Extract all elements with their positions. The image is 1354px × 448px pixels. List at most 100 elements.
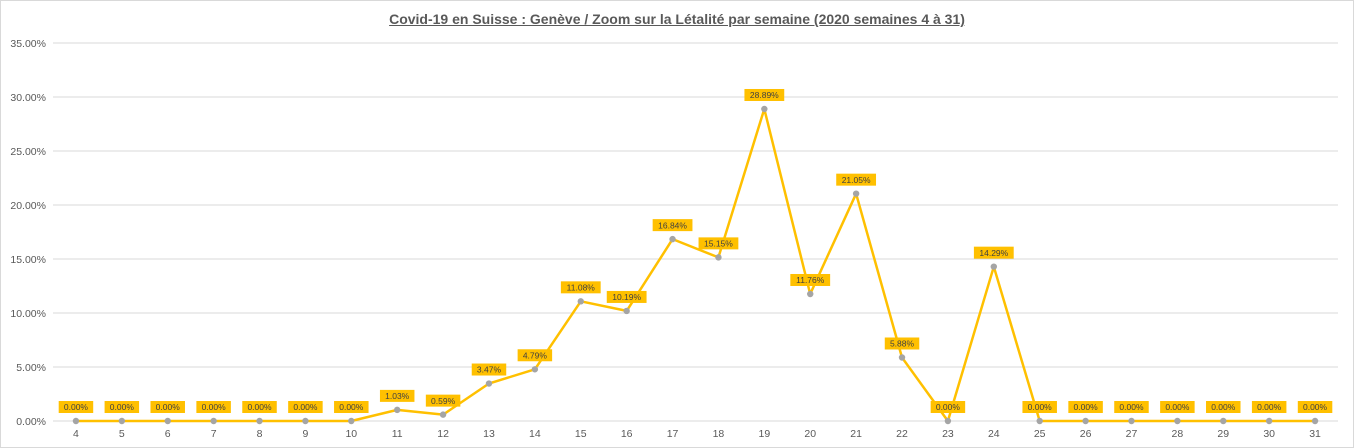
data-label-box [104, 401, 140, 413]
x-tick-label: 26 [1080, 428, 1092, 440]
x-tick-label: 17 [667, 428, 679, 440]
data-point [1265, 417, 1273, 425]
x-tick-label: 30 [1263, 428, 1275, 440]
data-label-text: 0.00% [1303, 402, 1328, 412]
data-label-text: 0.00% [110, 402, 135, 412]
data-point [761, 105, 768, 113]
data-label-box [379, 389, 415, 402]
data-label: 16.84% [652, 219, 693, 232]
x-tick-label: 31 [1309, 428, 1321, 440]
data-label-box [652, 219, 693, 232]
data-label-box [1022, 401, 1057, 413]
x-tick-label: 29 [1217, 428, 1229, 440]
data-label-box [1297, 401, 1333, 413]
data-label-box [58, 401, 94, 413]
data-point [715, 254, 722, 261]
data-point [348, 417, 355, 425]
data-label: 21.05% [836, 173, 877, 186]
data-point [623, 307, 630, 315]
data-label-text: 0.00% [1211, 402, 1236, 412]
data-point [1174, 417, 1181, 425]
data-point [393, 406, 401, 414]
x-tick-label: 28 [1172, 428, 1184, 440]
x-tick-label: 6 [165, 428, 171, 440]
data-label-text: 0.00% [156, 402, 181, 412]
y-tick-label: 30.00% [10, 92, 46, 104]
data-label: 0.00% [150, 401, 185, 413]
y-tick-label: 0.00% [16, 416, 46, 428]
data-label: 0.00% [1022, 401, 1057, 413]
chart-title: Covid-19 en Suisse : Genève / Zoom sur l… [389, 11, 965, 27]
x-tick-label: 4 [73, 428, 79, 440]
data-point [898, 354, 906, 361]
x-tick-label: 11 [392, 428, 403, 440]
y-axis: 0.00% 5.00% 10.00% 15.00% 20.00% 25.00% 30.00%… [10, 38, 46, 428]
data-label-text: 4.79% [523, 350, 548, 360]
data-label-box [150, 401, 185, 413]
data-label-text: 0.00% [1257, 402, 1282, 412]
data-label: 0.00% [1160, 401, 1195, 413]
data-label-text: 0.00% [247, 402, 272, 412]
data-label-text: 11.76% [796, 275, 825, 285]
data-label: 0.00% [58, 401, 94, 413]
x-tick-label: 13 [483, 428, 495, 440]
data-point [256, 417, 263, 425]
data-label: 0.00% [242, 401, 277, 413]
data-point [72, 417, 80, 425]
x-tick-label: 22 [896, 428, 908, 440]
data-point [1036, 417, 1043, 425]
data-label-text: 0.59% [431, 396, 456, 406]
data-label-text: 16.84% [658, 220, 687, 230]
data-label: 0.00% [196, 401, 231, 413]
x-tick-label: 25 [1034, 428, 1046, 440]
y-tick-label: 10.00% [10, 308, 46, 320]
data-point [210, 417, 217, 425]
data-label: 0.00% [1206, 401, 1241, 413]
y-tick-label: 20.00% [10, 200, 46, 212]
data-label-text: 3.47% [477, 365, 502, 375]
data-label-text: 0.00% [64, 402, 89, 412]
x-tick-label: 18 [713, 428, 725, 440]
data-label-text: 28.89% [750, 90, 779, 100]
data-markers [72, 105, 1319, 425]
data-label-text: 11.08% [567, 283, 596, 293]
data-label-box [884, 337, 920, 350]
x-tick-label: 12 [437, 428, 449, 440]
data-label-box [517, 349, 553, 362]
data-label-text: 0.00% [1074, 402, 1099, 412]
data-label: 4.79% [517, 349, 553, 362]
data-label: 15.15% [698, 237, 739, 250]
data-label-box [973, 246, 1014, 259]
data-label-text: 0.00% [293, 402, 318, 412]
data-label-text: 5.88% [890, 339, 915, 349]
data-point [852, 190, 860, 197]
data-label: 0.00% [1297, 401, 1333, 413]
data-point [1082, 417, 1089, 425]
data-label: 0.00% [1068, 401, 1103, 413]
data-label: 1.03% [379, 389, 415, 402]
data-label-box [196, 401, 231, 413]
data-label-box [242, 401, 277, 413]
data-label-box [471, 363, 507, 376]
x-tick-label: 27 [1126, 428, 1138, 440]
data-point [164, 417, 171, 425]
data-label-text: 21.05% [842, 175, 871, 185]
data-label-box [790, 273, 831, 286]
series-line [75, 107, 1316, 423]
data-label-text: 10.19% [612, 292, 641, 302]
data-label-box [288, 401, 323, 413]
y-tick-label: 35.00% [10, 38, 46, 50]
data-label: 11.76% [790, 273, 831, 286]
gridlines [53, 42, 1338, 422]
data-label: 0.00% [930, 401, 966, 413]
x-tick-label: 10 [345, 428, 357, 440]
data-label-box [698, 237, 739, 250]
data-label-text: 0.00% [1119, 402, 1144, 412]
data-label-box [836, 173, 877, 186]
data-label-text: 0.00% [202, 402, 227, 412]
data-label: 3.47% [471, 363, 507, 376]
data-label-text: 15.15% [704, 239, 733, 249]
x-tick-label: 8 [257, 428, 263, 440]
data-label: 0.00% [334, 401, 369, 413]
